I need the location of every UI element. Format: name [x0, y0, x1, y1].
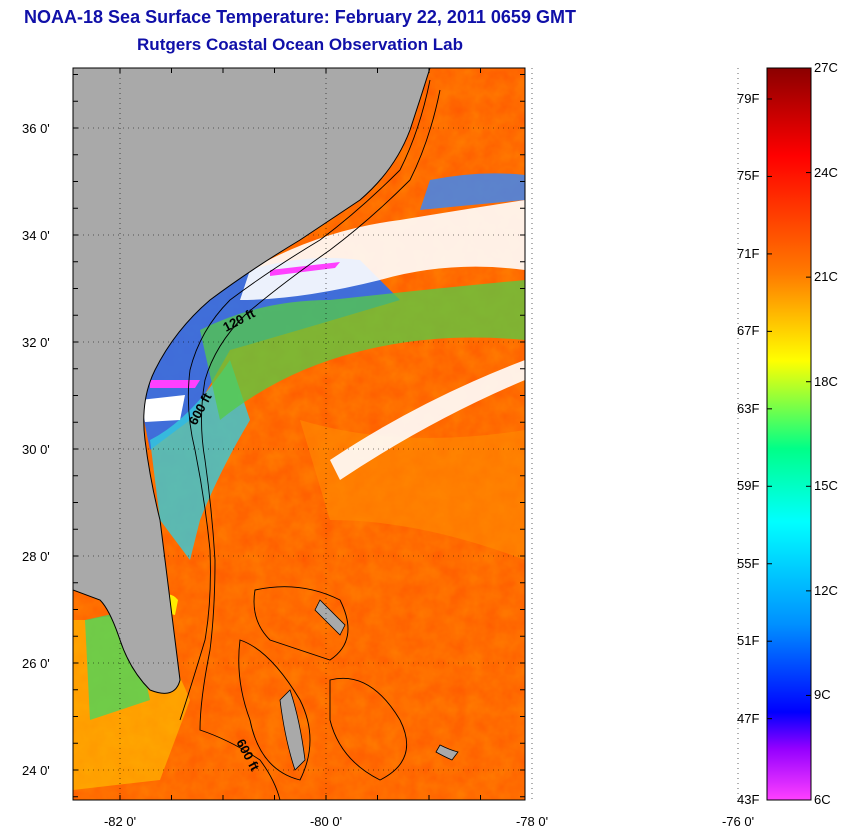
isobath-600ft — [199, 89, 441, 800]
isobath-120ft — [179, 79, 431, 721]
map-title: NOAA-18 Sea Surface Temperature: Februar… — [24, 7, 576, 27]
colorbar-fahrenheit-label: 63F — [737, 400, 760, 416]
colorbar-celsius-label: 27C — [814, 60, 838, 75]
lon-tick-label: -80 0' — [310, 814, 342, 829]
colorbar-celsius-label: 18C — [814, 373, 838, 389]
colorbar-celsius-label: 15C — [814, 478, 838, 494]
colorbar-celsius-label: 12C — [814, 582, 838, 598]
lat-tick-label: 32 0' — [22, 335, 50, 350]
colorbar-fahrenheit-label: 43F — [737, 792, 760, 807]
colorbar-fahrenheit-label: 67F — [737, 323, 760, 339]
cloud-cover — [240, 200, 525, 300]
colorbar-fahrenheit-label: 51F — [737, 633, 760, 649]
colorbar-fahrenheit-label: 71F — [737, 245, 760, 261]
map-ticks: 36 0' 34 0' 32 0' 30 0' 28 0' 26 0' 24 0' -82 0… — [22, 68, 754, 829]
colorbar-celsius-label: 9C — [814, 687, 831, 703]
colorbar-celsius-label: 21C — [814, 269, 838, 285]
lon-tick-label: -82 0' — [104, 814, 136, 829]
colorbar-fahrenheit-label: 79F — [737, 90, 760, 106]
lon-tick-label: -76 0' — [722, 814, 754, 829]
map-area — [73, 68, 525, 800]
colorbar-fahrenheit-label: 75F — [737, 168, 760, 184]
lat-tick-label: 34 0' — [22, 228, 50, 243]
lat-tick-label: 24 0' — [22, 763, 50, 778]
colorbar-celsius-label: 6C — [814, 792, 831, 807]
lat-tick-label: 30 0' — [22, 442, 50, 457]
map-subtitle: Rutgers Coastal Ocean Observation Lab — [137, 35, 463, 54]
colorbar — [766, 67, 812, 801]
lat-tick-label: 28 0' — [22, 549, 50, 564]
lat-tick-label: 26 0' — [22, 656, 50, 671]
lon-tick-label: -78 0' — [516, 814, 548, 829]
colorbar-celsius-label: 24C — [814, 164, 838, 180]
colorbar-fahrenheit-label: 55F — [737, 555, 760, 571]
lat-tick-label: 36 0' — [22, 121, 50, 136]
map-graticule — [73, 68, 739, 800]
colorbar-fahrenheit-label: 47F — [737, 710, 760, 726]
land-mass — [73, 68, 431, 694]
colorbar-fahrenheit-label: 59F — [737, 478, 760, 494]
bahamas-island — [279, 689, 306, 771]
map-frame — [72, 67, 526, 801]
colorbar-ticks — [767, 67, 811, 801]
